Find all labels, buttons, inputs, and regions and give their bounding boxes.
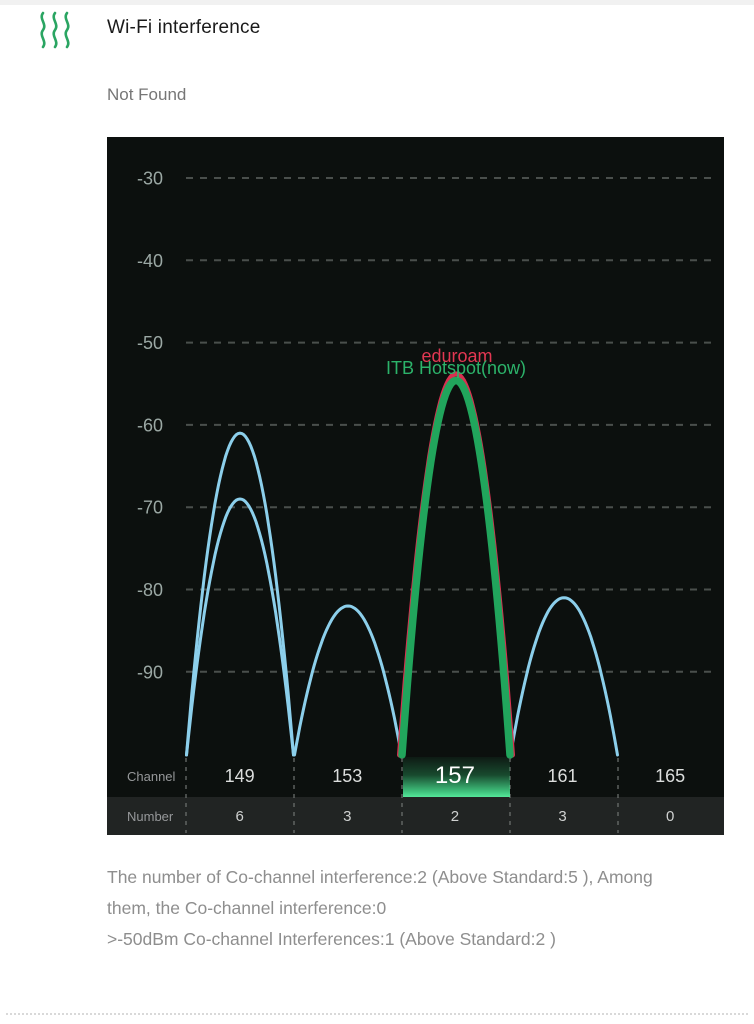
- y-axis-tick: -60: [137, 415, 163, 435]
- summary-line: The number of Co-channel interference:2 …: [107, 867, 653, 887]
- overlap-network-label: eduroam: [421, 346, 493, 366]
- number-cell: 6: [235, 807, 244, 825]
- channel-cell: 149: [224, 765, 255, 786]
- neighbor-signal-curve: [509, 596, 619, 757]
- channel-cell: 153: [332, 765, 363, 786]
- status-text: Not Found: [107, 85, 187, 104]
- page-title: Wi-Fi interference: [107, 17, 261, 38]
- channel-cell: 161: [547, 765, 578, 786]
- number-row-bg: [107, 797, 724, 835]
- channel-cell: 165: [655, 765, 686, 786]
- y-axis-tick: -70: [137, 498, 163, 518]
- number-cell: 0: [666, 807, 675, 825]
- summary-text: The number of Co-channel interference:2 …: [107, 862, 727, 955]
- channel-cell: 157: [434, 762, 475, 789]
- y-axis-tick: -30: [137, 169, 163, 189]
- spectrum-plot-canvas: -30 -40 -50 -60 -70 -80 -90: [107, 169, 724, 835]
- neighbor-signal-curve: [293, 604, 403, 757]
- number-row: Number 6 3 2 3 0: [107, 797, 724, 835]
- y-axis-tick: -40: [137, 251, 163, 271]
- channel-row: Channel 149 153 157 161 165: [107, 755, 724, 797]
- number-cell: 3: [558, 807, 567, 825]
- interference-spectrum-chart: -30 -40 -50 -60 -70 -80 -90 eduroam ITB Hotspo…: [107, 137, 724, 835]
- current-signal-curve: [398, 376, 514, 759]
- interference-waves-icon: [40, 11, 70, 49]
- summary-line: >-50dBm Co-channel Interferences:1 (Abov…: [107, 929, 556, 949]
- number-cell: 2: [450, 807, 460, 825]
- bottom-divider: [6, 1013, 748, 1015]
- selected-channel-highlight: [403, 757, 510, 797]
- neighbor-signal-curve: [185, 431, 295, 757]
- current-network-label: ITB Hotspot(now): [385, 358, 527, 378]
- summary-line: them, the Co-channel interference:0: [107, 898, 387, 918]
- y-axis-tick: -50: [137, 333, 163, 353]
- channel-row-header: Channel: [127, 768, 176, 784]
- number-row-header: Number: [127, 808, 174, 824]
- y-axis-tick: -80: [137, 580, 163, 600]
- top-divider: [0, 0, 754, 5]
- neighbor-signal-curve: [185, 497, 295, 757]
- y-axis-tick: -90: [137, 662, 163, 682]
- number-cell: 3: [343, 807, 352, 825]
